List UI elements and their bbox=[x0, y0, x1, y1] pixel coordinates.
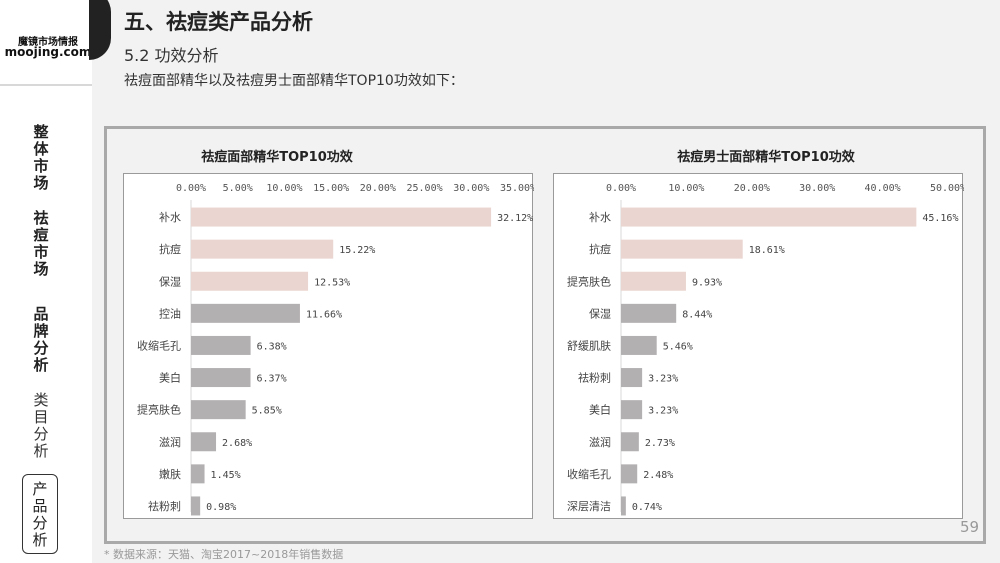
bar bbox=[621, 239, 743, 259]
data-label: 0.98% bbox=[206, 502, 236, 513]
data-label: 3.23% bbox=[648, 406, 678, 417]
bar bbox=[191, 496, 201, 516]
bar bbox=[621, 368, 643, 388]
bar bbox=[621, 335, 657, 355]
data-label: 8.44% bbox=[682, 309, 712, 320]
chart-facial-serum: 0.00% 5.00% 10.00% 15.00% 20.00% 25.00% 30.00%… bbox=[123, 173, 534, 519]
logo-divider bbox=[0, 84, 92, 86]
data-label: 18.61% bbox=[749, 245, 785, 256]
bar bbox=[621, 303, 677, 323]
category-label: 保湿 bbox=[589, 306, 611, 320]
data-label: 0.74% bbox=[632, 502, 662, 513]
data-label: 15.22% bbox=[339, 245, 375, 256]
category-label: 舒缓肌肤 bbox=[567, 338, 611, 352]
bar bbox=[621, 432, 639, 452]
x-tick-label: 10.00% bbox=[266, 183, 302, 194]
data-label: 12.53% bbox=[314, 277, 350, 288]
data-label: 11.66% bbox=[306, 309, 342, 320]
data-label: 2.68% bbox=[222, 438, 252, 449]
x-tick-label: 20.00% bbox=[360, 183, 396, 194]
brand-name-cn: 魔镜市场情报 bbox=[18, 37, 78, 48]
nav-item-2[interactable]: 品牌分析 bbox=[33, 305, 49, 374]
category-label: 美白 bbox=[159, 371, 181, 385]
x-tick-label: 20.00% bbox=[734, 183, 770, 194]
category-label: 祛粉刺 bbox=[578, 371, 611, 385]
bar bbox=[621, 400, 643, 420]
data-label: 45.16% bbox=[922, 213, 958, 224]
nav-item-1[interactable]: 祛痘市场 bbox=[33, 209, 49, 278]
chart-svg: 0.00% 10.00% 20.00% 30.00% 40.00% 50.00% 补水 45.… bbox=[567, 183, 964, 516]
x-tick-label: 15.00% bbox=[313, 183, 349, 194]
bar bbox=[191, 303, 300, 323]
decorative-half-circle bbox=[89, 0, 111, 60]
data-label: 6.37% bbox=[257, 374, 287, 385]
x-tick-label: 0.00% bbox=[606, 183, 636, 194]
page-number: 59 bbox=[960, 518, 980, 536]
category-label: 滋润 bbox=[159, 435, 181, 449]
category-label: 深层清洁 bbox=[567, 500, 611, 513]
category-label: 控油 bbox=[159, 306, 181, 320]
category-label: 收缩毛孔 bbox=[567, 467, 611, 481]
category-label: 保湿 bbox=[159, 274, 181, 288]
category-label: 滋润 bbox=[589, 435, 611, 449]
chart-mens-serum: 0.00% 10.00% 20.00% 30.00% 40.00% 50.00% 补水 45.… bbox=[553, 173, 964, 519]
data-label: 1.45% bbox=[211, 470, 241, 481]
data-label: 2.73% bbox=[645, 438, 675, 449]
category-label: 补水 bbox=[589, 211, 611, 224]
data-label: 5.46% bbox=[663, 341, 693, 352]
bar bbox=[191, 368, 251, 388]
bar bbox=[621, 464, 638, 484]
chart-title-mens-serum: 祛痘男士面部精华TOP10功效 bbox=[677, 150, 855, 165]
x-tick-label: 35.00% bbox=[500, 183, 534, 194]
x-tick-label: 30.00% bbox=[799, 183, 835, 194]
category-label: 收缩毛孔 bbox=[137, 338, 181, 352]
category-label: 提亮肤色 bbox=[137, 403, 181, 417]
page-description: 祛痘面部精华以及祛痘男士面部精华TOP10功效如下： bbox=[124, 73, 464, 89]
bar bbox=[621, 496, 626, 516]
chart-title-facial-serum: 祛痘面部精华TOP10功效 bbox=[201, 150, 353, 165]
x-tick-label: 5.00% bbox=[223, 183, 253, 194]
nav-item-4[interactable]: 产品分析 bbox=[22, 474, 58, 554]
page-subtitle: 5.2 功效分析 bbox=[124, 46, 219, 65]
category-label: 美白 bbox=[589, 403, 611, 417]
sidebar: 魔镜市场情报 moojing.com 整体市场祛痘市场品牌分析类目分析产品分析 bbox=[0, 0, 92, 563]
category-label: 补水 bbox=[159, 211, 181, 224]
category-label: 抗痘 bbox=[589, 242, 611, 256]
data-label: 32.12% bbox=[497, 213, 533, 224]
category-label: 抗痘 bbox=[159, 242, 181, 256]
x-tick-label: 0.00% bbox=[176, 183, 206, 194]
category-label: 提亮肤色 bbox=[567, 274, 611, 288]
bar bbox=[191, 335, 251, 355]
bar bbox=[191, 239, 334, 259]
bar bbox=[191, 400, 246, 420]
brand-name-en: moojing.com bbox=[4, 45, 92, 59]
bar bbox=[191, 207, 492, 227]
x-tick-label: 40.00% bbox=[865, 183, 901, 194]
x-tick-label: 25.00% bbox=[407, 183, 443, 194]
x-tick-label: 30.00% bbox=[453, 183, 489, 194]
category-label: 嫩肤 bbox=[159, 467, 181, 481]
bar bbox=[191, 464, 205, 484]
data-label: 6.38% bbox=[257, 341, 287, 352]
bar bbox=[191, 432, 217, 452]
data-source-note: * 数据来源：天猫、淘宝2017~2018年销售数据 bbox=[104, 548, 344, 561]
nav-item-0[interactable]: 整体市场 bbox=[33, 123, 49, 192]
data-label: 2.48% bbox=[643, 470, 673, 481]
page-title: 五、祛痘类产品分析 bbox=[124, 10, 313, 34]
x-tick-label: 10.00% bbox=[668, 183, 704, 194]
nav-item-3[interactable]: 类目分析 bbox=[33, 391, 49, 460]
data-label: 5.85% bbox=[252, 406, 282, 417]
chart-svg: 0.00% 5.00% 10.00% 15.00% 20.00% 25.00% 30.00%… bbox=[137, 183, 534, 516]
bar bbox=[621, 271, 686, 291]
bar bbox=[191, 271, 309, 291]
category-label: 祛粉刺 bbox=[148, 499, 181, 513]
x-tick-label: 50.00% bbox=[930, 183, 964, 194]
bar bbox=[621, 207, 917, 227]
data-label: 9.93% bbox=[692, 277, 722, 288]
data-label: 3.23% bbox=[648, 374, 678, 385]
